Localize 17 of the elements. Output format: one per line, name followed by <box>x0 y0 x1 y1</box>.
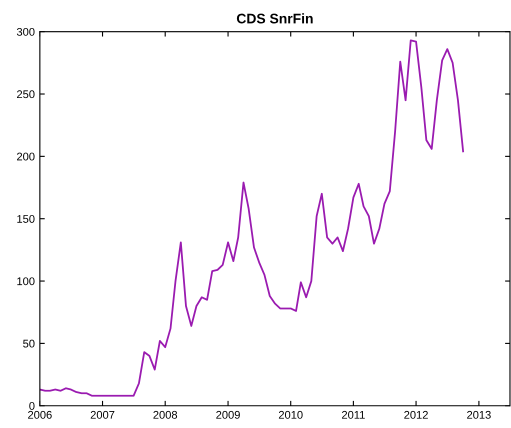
x-tick-label: 2006 <box>28 410 52 419</box>
line-series <box>40 39 464 397</box>
y-tick-label: 200 <box>17 152 35 160</box>
y-tick-label: 50 <box>23 340 35 348</box>
x-tick-label: 2011 <box>342 410 365 419</box>
y-tick-label: 300 <box>16 28 35 36</box>
y-tick-label: 150 <box>17 214 35 223</box>
x-tick-label: 2008 <box>153 410 178 419</box>
x-tick-label: 2007 <box>90 410 114 419</box>
chart-title: CDS SnrFin <box>236 13 313 24</box>
y-tick-label: 250 <box>17 90 35 98</box>
y-tick-label: 0 <box>29 402 35 410</box>
y-tick-label: 100 <box>17 277 35 286</box>
x-tick-label: 2013 <box>467 410 491 419</box>
x-tick-label: 2012 <box>404 410 428 419</box>
x-tick-label: 2009 <box>216 410 240 419</box>
x-tick-label: 2010 <box>278 410 303 419</box>
